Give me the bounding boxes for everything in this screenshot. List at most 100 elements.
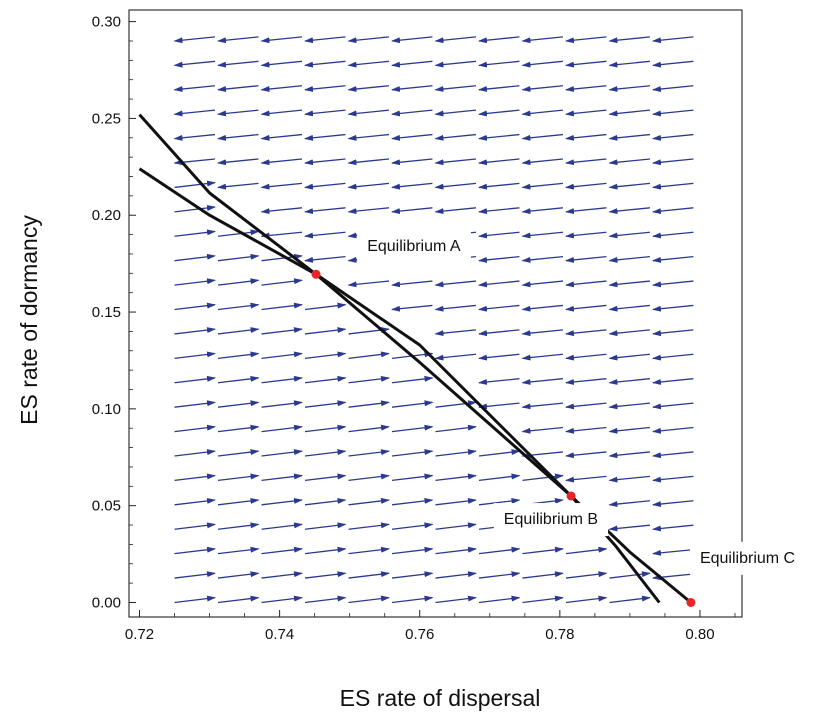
field-arrow (174, 595, 216, 604)
field-arrow (435, 497, 477, 506)
field-arrow (173, 133, 216, 141)
field-arrow (608, 36, 650, 44)
field-arrow (651, 378, 694, 385)
field-arrow (651, 524, 694, 532)
field-arrow (521, 158, 564, 166)
field-arrow (304, 449, 347, 457)
y-tick-label: 0.10 (92, 401, 121, 418)
field-arrow (434, 304, 477, 312)
field-arrow (608, 475, 650, 483)
field-arrow (261, 473, 303, 482)
field-arrow (651, 548, 694, 556)
field-arrow (651, 426, 694, 434)
field-arrow (173, 109, 216, 117)
field-arrow (348, 497, 390, 506)
field-arrow (217, 473, 260, 482)
field-arrow (304, 473, 347, 482)
field-arrow (348, 375, 390, 384)
field-arrow (391, 85, 433, 92)
field-arrow (608, 500, 650, 508)
equilibrium-point (566, 491, 576, 501)
field-arrow (478, 449, 521, 457)
field-arrow (564, 36, 607, 44)
field-arrow (608, 402, 650, 410)
field-arrow (260, 231, 303, 239)
y-axis-title: ES rate of dormancy (16, 215, 42, 425)
field-arrow (565, 546, 608, 555)
field-arrow (260, 207, 303, 215)
field-arrow (651, 304, 694, 312)
field-arrow (260, 85, 303, 92)
field-arrow (261, 375, 303, 384)
field-arrow (347, 280, 390, 288)
field-arrow (174, 229, 216, 237)
field-arrow (564, 231, 607, 239)
x-tick-label: 0.78 (545, 626, 574, 643)
field-arrow (174, 571, 216, 579)
field-arrow (435, 424, 477, 433)
field-arrow (608, 231, 650, 239)
y-tick-label: 0.25 (92, 110, 121, 127)
field-arrow (391, 207, 433, 215)
field-arrow (174, 327, 216, 335)
field-arrow (173, 85, 216, 92)
field-arrow (347, 36, 390, 44)
field-arrow (478, 546, 521, 555)
field-arrow (391, 546, 434, 555)
field-arrow (478, 595, 521, 604)
field-arrow (477, 231, 520, 239)
field-arrow (564, 255, 607, 263)
field-arrow (261, 522, 303, 530)
field-arrow (174, 302, 216, 311)
field-arrow (608, 353, 650, 361)
field-arrow (521, 378, 564, 385)
field-arrow (347, 85, 390, 92)
field-arrow (564, 402, 607, 410)
field-arrow (217, 36, 259, 44)
field-arrow (391, 375, 434, 384)
field-arrow (304, 207, 346, 215)
field-arrow (347, 60, 390, 68)
field-arrow (261, 278, 303, 286)
field-arrow (304, 36, 346, 44)
field-arrow (217, 133, 259, 141)
field-arrow (478, 497, 521, 506)
y-tick-label: 0.15 (92, 304, 121, 321)
field-arrow (304, 375, 347, 384)
field-arrow (174, 278, 216, 286)
annotation-label: Equilibrium B (504, 511, 598, 528)
field-arrow (304, 133, 346, 141)
field-arrow (651, 60, 694, 68)
field-arrow (521, 426, 564, 434)
field-arrow (477, 133, 520, 141)
field-arrow (174, 180, 216, 189)
field-arrow (477, 280, 520, 288)
field-arrow (435, 546, 477, 555)
x-axis: 0.72 0.74 0.76 0.78 0.80 (125, 610, 736, 643)
y-axis: 0.00 0.05 0.10 0.15 0.20 0.25 0.30 (92, 14, 136, 611)
plot-frame (128, 9, 743, 618)
field-arrow (261, 571, 303, 579)
field-arrow (608, 426, 650, 434)
field-arrow (217, 182, 259, 190)
field-arrow (434, 133, 477, 141)
field-arrow (478, 571, 521, 579)
field-arrow (608, 158, 650, 166)
field-arrow (651, 85, 694, 92)
annotation-label: Equilibrium A (367, 238, 461, 255)
field-arrow (608, 451, 650, 459)
field-arrow (434, 109, 477, 117)
equilibrium-points (311, 269, 696, 607)
field-arrow (521, 231, 564, 239)
field-arrow (304, 424, 347, 433)
field-arrow (391, 473, 434, 482)
field-arrow (477, 378, 520, 385)
field-arrow (521, 207, 564, 215)
field-arrow (174, 351, 216, 359)
field-arrow (435, 449, 477, 457)
field-arrow (434, 36, 477, 44)
field-arrow (304, 182, 346, 190)
field-arrow (434, 353, 477, 361)
field-arrow (217, 595, 260, 604)
field-arrow (347, 133, 390, 141)
